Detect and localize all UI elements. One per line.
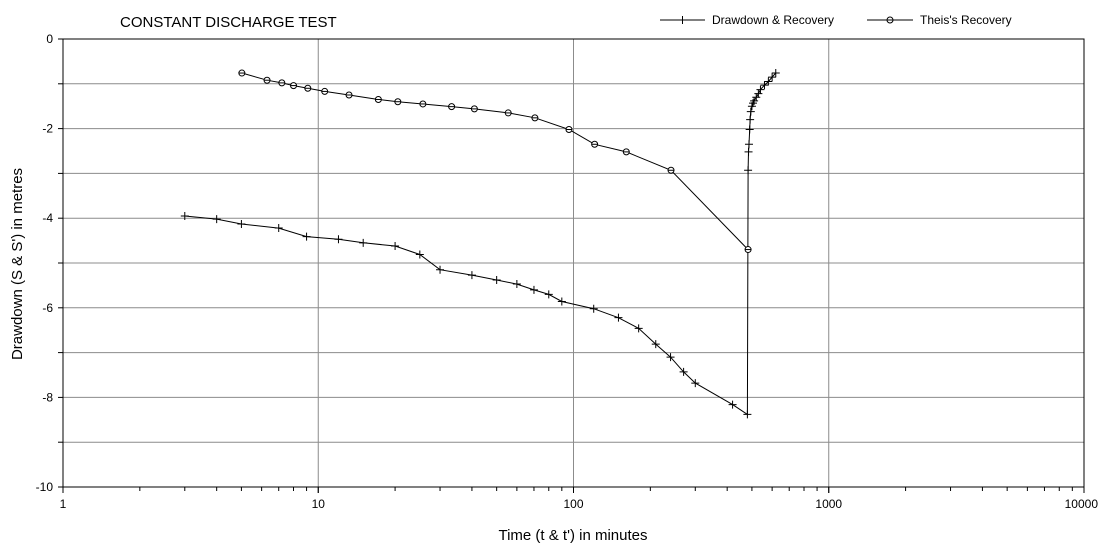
data-point — [728, 400, 737, 409]
data-point — [238, 69, 246, 77]
series-layer — [180, 69, 780, 419]
data-point — [754, 89, 763, 98]
data-point — [764, 77, 773, 86]
x-tick-label: 100 — [563, 497, 583, 511]
data-point — [746, 115, 755, 124]
series-2 — [238, 69, 752, 254]
data-point — [274, 224, 283, 233]
legend-marker — [678, 16, 687, 24]
data-point — [334, 235, 343, 244]
data-point — [744, 147, 753, 156]
data-point — [666, 353, 675, 362]
y-tick-label: -8 — [42, 390, 53, 404]
data-point — [756, 85, 765, 94]
data-point — [290, 82, 298, 90]
data-point — [531, 114, 539, 122]
data-point — [760, 81, 769, 90]
data-point — [504, 109, 512, 117]
x-tick-label: 1000 — [815, 497, 842, 511]
data-point — [622, 148, 630, 156]
y-tick-label: -10 — [36, 480, 54, 494]
data-point — [212, 215, 221, 224]
data-point — [415, 250, 424, 259]
data-point — [419, 100, 427, 108]
legend-item: Theis's Recovery — [867, 13, 1012, 27]
data-point — [359, 238, 368, 247]
data-point — [544, 290, 553, 299]
legend-item: Drawdown & Recovery — [660, 13, 834, 27]
data-point — [752, 93, 761, 102]
data-point — [321, 87, 329, 95]
data-point — [750, 96, 759, 105]
data-point — [743, 410, 752, 419]
axes: 0 -2 -4 -6 -8 -10 1 10 100 1000 10000 — [36, 32, 1099, 511]
data-point — [278, 79, 286, 87]
data-point — [492, 276, 501, 285]
data-point — [768, 73, 777, 82]
data-point — [302, 232, 311, 241]
data-point — [512, 280, 521, 289]
y-axis-label: Drawdown (S & S') in metres — [9, 168, 26, 360]
data-point — [263, 76, 271, 84]
y-tick-label: 0 — [46, 32, 53, 46]
data-point — [667, 166, 675, 174]
data-point — [651, 340, 660, 349]
data-point — [744, 166, 753, 175]
data-point — [565, 125, 573, 133]
x-tick-label: 1 — [60, 497, 67, 511]
data-point — [591, 140, 599, 148]
data-point — [614, 313, 623, 322]
data-point — [529, 285, 538, 294]
data-point — [467, 271, 476, 280]
data-point — [691, 379, 700, 388]
data-point — [304, 84, 312, 92]
data-point — [470, 105, 478, 113]
x-tick-label: 10000 — [1065, 497, 1099, 511]
data-point — [237, 220, 246, 229]
data-point — [745, 125, 754, 134]
data-point — [180, 211, 189, 220]
y-tick-label: -6 — [42, 301, 53, 315]
data-point — [374, 95, 382, 103]
legend: Drawdown & Recovery Theis's Recovery — [660, 13, 1012, 27]
data-point — [744, 140, 753, 149]
y-tick-label: -2 — [42, 122, 53, 136]
data-point — [744, 246, 752, 254]
legend-label: Drawdown & Recovery — [712, 13, 834, 27]
data-point — [746, 107, 755, 116]
data-point — [391, 241, 400, 250]
data-point — [679, 367, 688, 376]
x-axis-label: Time (t & t') in minutes — [498, 527, 647, 544]
legend-marker — [886, 16, 894, 24]
data-point — [436, 265, 445, 274]
data-point — [394, 98, 402, 106]
grid — [62, 38, 1085, 488]
chart-title: CONSTANT DISCHARGE TEST — [120, 14, 337, 31]
data-point — [771, 69, 780, 78]
series-1 — [180, 69, 780, 419]
y-tick-label: -4 — [42, 211, 53, 225]
data-point — [345, 91, 353, 99]
data-point — [589, 304, 598, 313]
data-point — [557, 297, 566, 306]
data-point — [448, 103, 456, 111]
data-point — [634, 324, 643, 333]
series-line — [184, 72, 777, 416]
legend-label: Theis's Recovery — [920, 13, 1012, 27]
x-tick-label: 10 — [312, 497, 326, 511]
